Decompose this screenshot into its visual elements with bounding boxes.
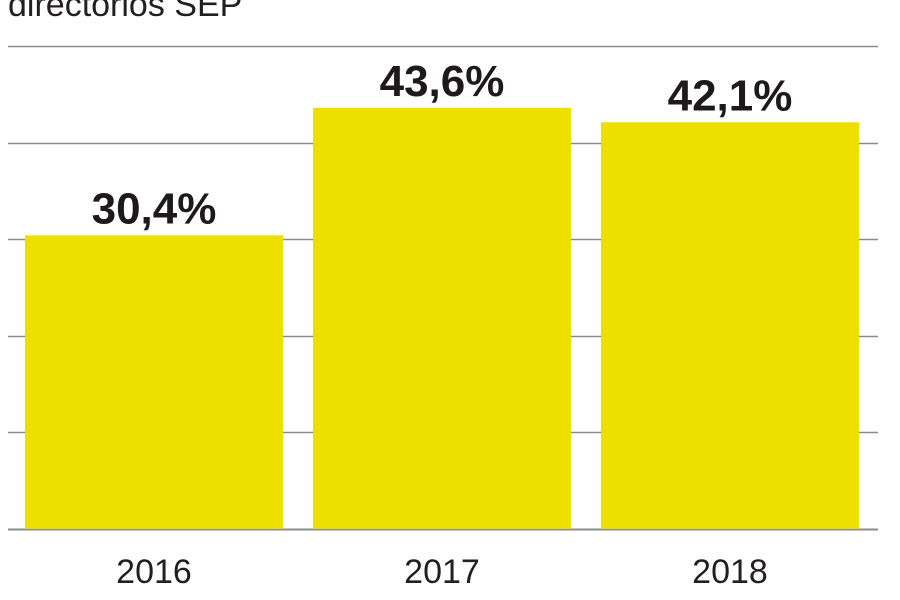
bar-2016 <box>25 235 283 529</box>
value-label-2016: 30,4% <box>92 184 217 233</box>
x-tick-label-2018: 2018 <box>692 553 768 591</box>
value-label-2018: 42,1% <box>668 71 793 120</box>
bar-2017 <box>313 107 571 529</box>
x-tick-label-2016: 2016 <box>116 553 192 591</box>
bar-2018 <box>601 122 859 530</box>
chart-title: directorios SEP <box>8 0 243 24</box>
x-tick-label-2017: 2017 <box>404 553 480 591</box>
value-label-2017: 43,6% <box>380 57 505 106</box>
